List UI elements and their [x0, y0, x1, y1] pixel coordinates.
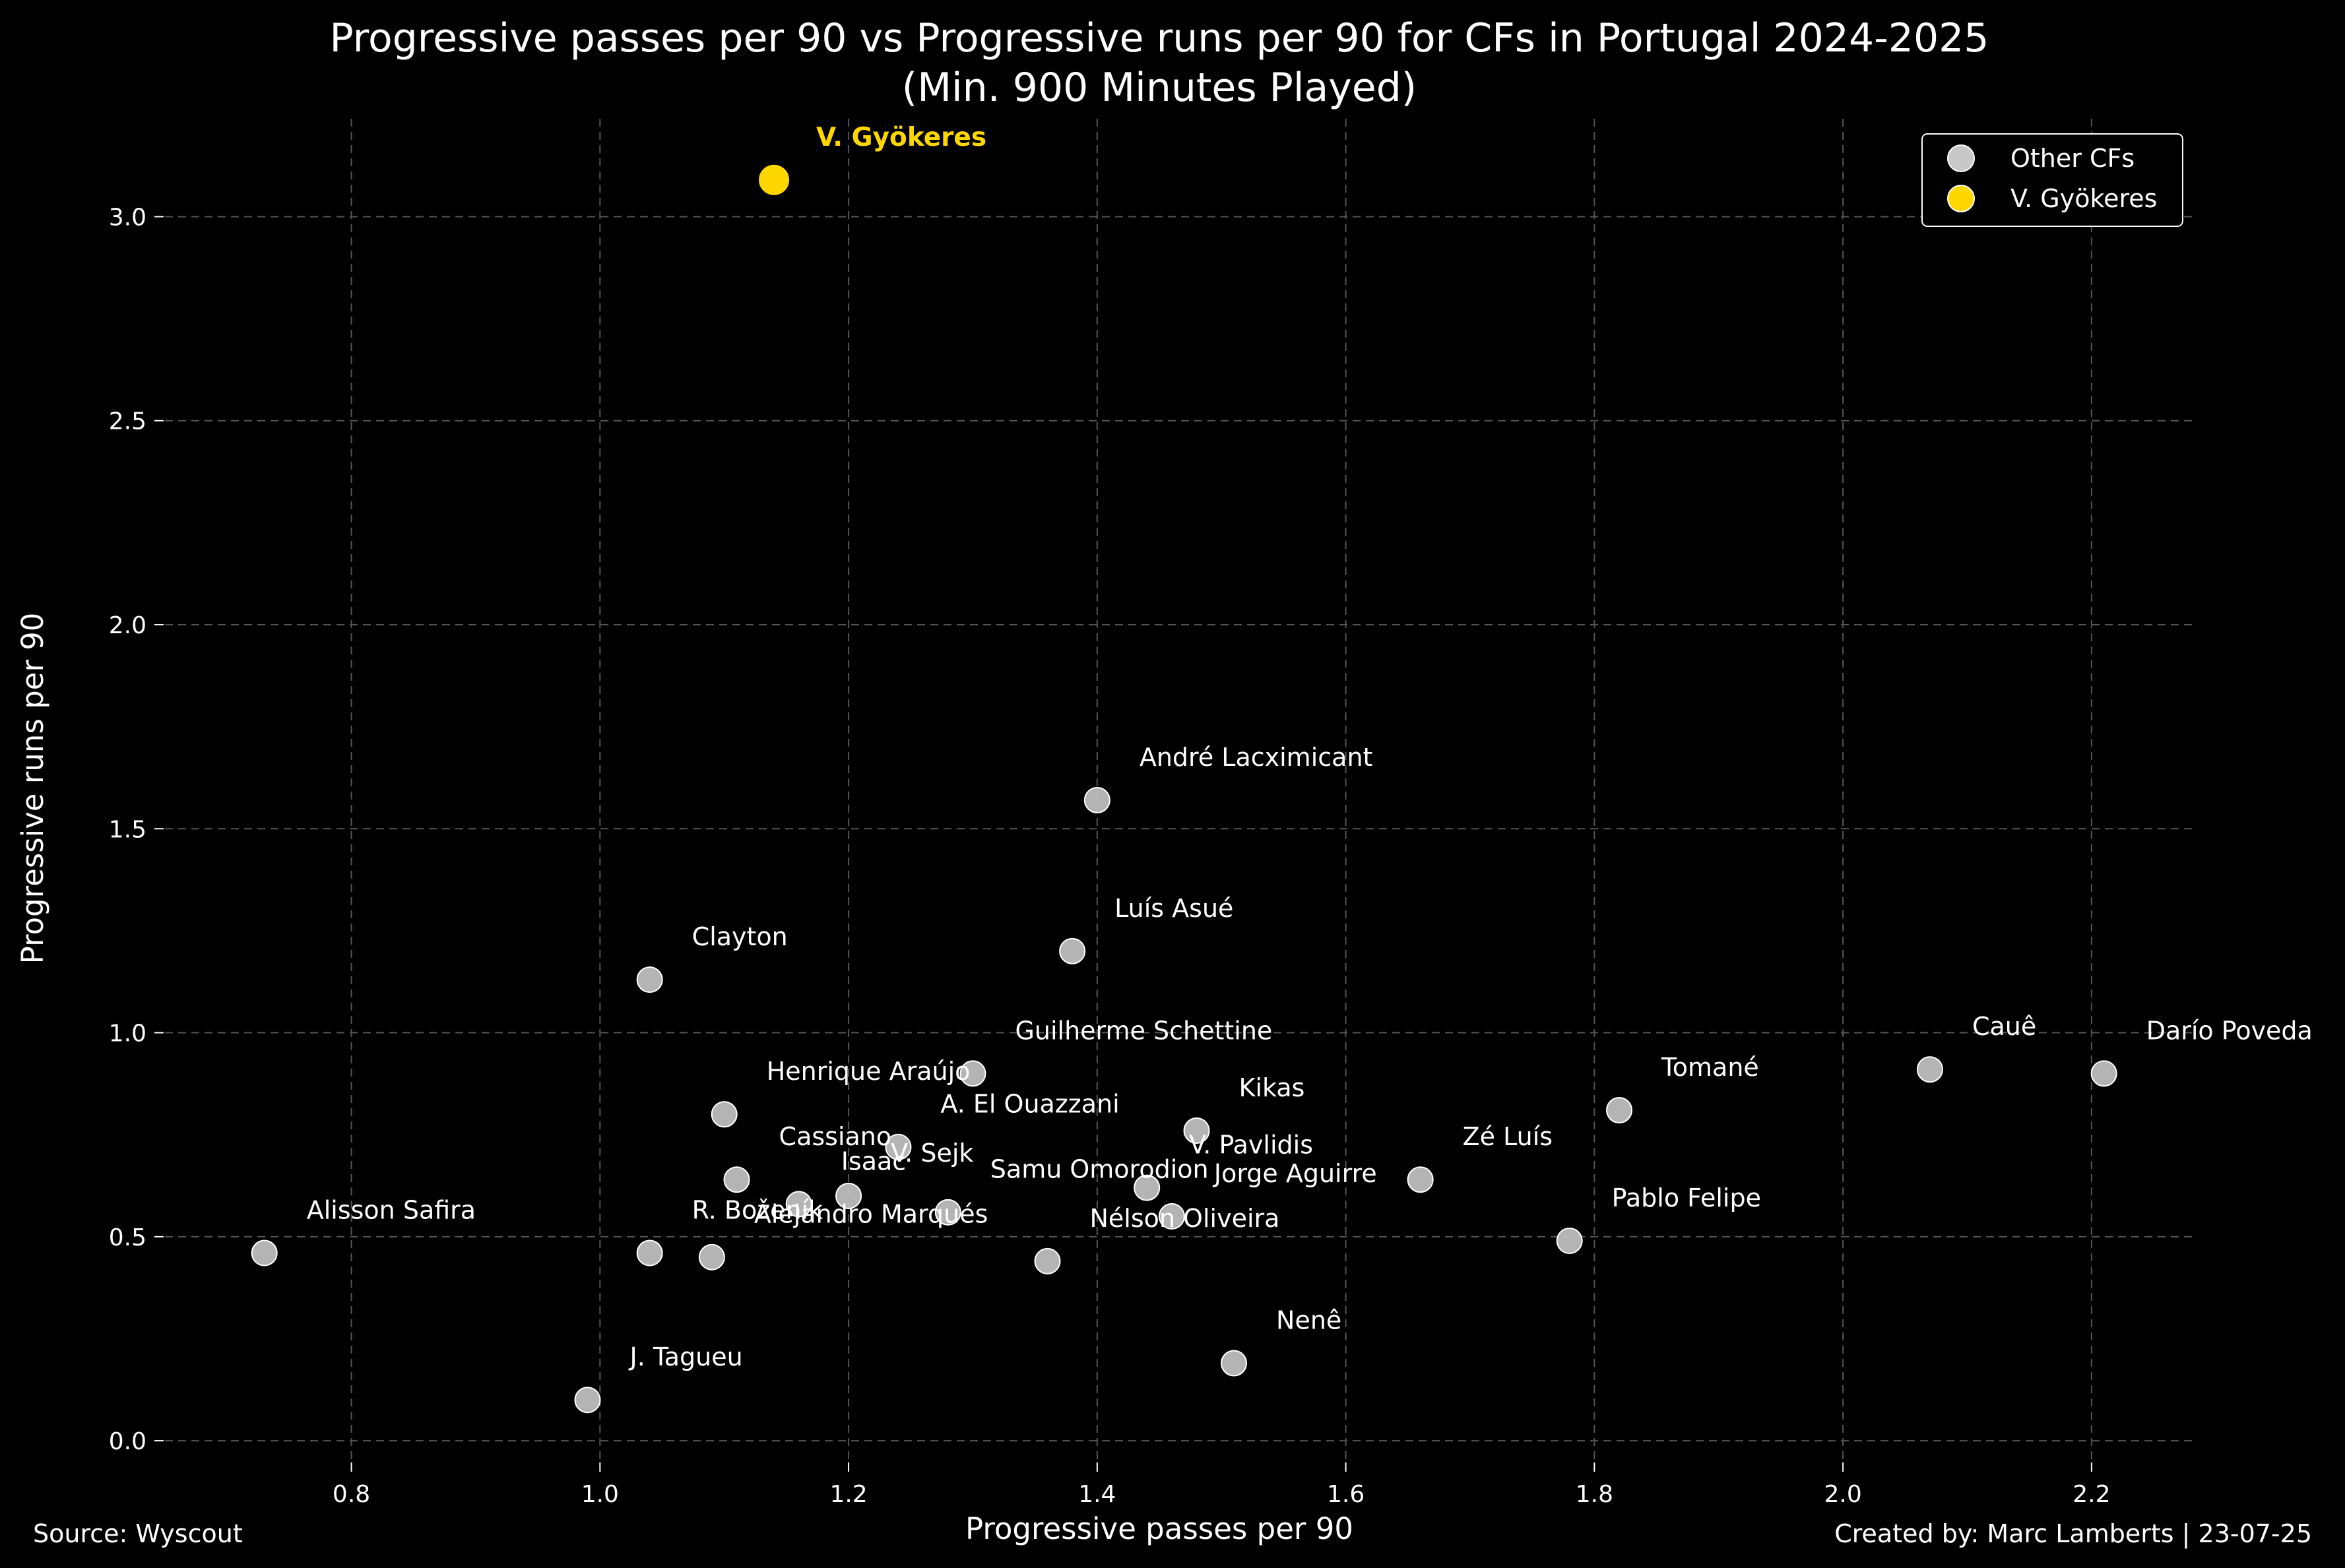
point-labels: André Lacximicant Luís Asué Clayton Guilher…: [307, 123, 2313, 1371]
highlight-point: [759, 164, 790, 195]
data-point-label: Nélson Oliveira: [1089, 1204, 1279, 1233]
data-point-label: Henrique Araújo: [767, 1057, 971, 1086]
data-points: [251, 164, 2117, 1414]
data-point: [1134, 1174, 1161, 1201]
x-tick-label: 1.8: [1576, 1481, 1613, 1508]
y-axis-label: Progressive runs per 90: [15, 613, 50, 964]
data-point: [711, 1101, 738, 1128]
x-tick-label: 2.2: [2072, 1481, 2110, 1508]
data-point-label: Darío Poveda: [2146, 1016, 2313, 1045]
data-point-label: Nenê: [1276, 1306, 1341, 1335]
credit-text: Created by: Marc Lamberts | 23-07-25: [1834, 1519, 2312, 1549]
y-axis-ticks: 0.0 0.5 1.0 1.5 2.0 2.5 3.0: [109, 204, 164, 1455]
data-point-label: Cassiano: [779, 1122, 892, 1151]
data-point: [1034, 1247, 1061, 1274]
data-point-label: Luís Asué: [1114, 894, 1233, 923]
data-point: [251, 1239, 278, 1267]
chart-subtitle: (Min. 900 Minutes Played): [902, 65, 1417, 111]
data-point-label: R. Boženík: [692, 1196, 823, 1225]
data-point: [723, 1166, 750, 1193]
legend-label-highlight: V. Gyökeres: [2010, 184, 2157, 213]
legend-label-other: Other CFs: [2010, 144, 2135, 173]
data-point: [1059, 937, 1086, 964]
y-tick-label: 0.0: [109, 1428, 146, 1455]
data-point-label: V. Pavlidis: [1189, 1131, 1313, 1160]
y-tick-label: 0.5: [109, 1224, 146, 1251]
legend: Other CFs V. Gyökeres: [1921, 133, 2183, 227]
data-point-label: Clayton: [692, 922, 788, 951]
data-point-label: A. El Ouazzani: [940, 1090, 1119, 1119]
x-axis-label: Progressive passes per 90: [965, 1511, 1353, 1546]
y-tick-label: 1.5: [109, 816, 146, 843]
legend-marker-other: [1947, 144, 1975, 172]
data-point: [835, 1182, 862, 1209]
data-point: [636, 966, 663, 993]
data-point-label: V. Sejk: [891, 1139, 973, 1168]
x-axis-ticks: 0.8 1.0 1.2 1.4 1.6 1.8 2.0 2.2: [333, 1462, 2111, 1508]
y-tick-label: 3.0: [109, 204, 146, 231]
data-point: [1183, 1117, 1210, 1144]
data-point-label: Tomané: [1661, 1053, 1759, 1082]
data-point-label: J. Tagueu: [628, 1342, 742, 1371]
data-point: [1221, 1350, 1248, 1377]
legend-marker-highlight: [1947, 185, 1975, 212]
data-point: [574, 1387, 601, 1414]
y-tick-label: 1.0: [109, 1020, 146, 1048]
data-point-label: Pablo Felipe: [1612, 1183, 1761, 1212]
data-point-label: Zé Luís: [1463, 1122, 1553, 1151]
legend-box: [1921, 133, 2183, 227]
data-point: [2090, 1060, 2117, 1087]
y-tick-label: 2.0: [109, 612, 146, 639]
data-point-label: André Lacximicant: [1140, 743, 1373, 772]
x-tick-label: 2.0: [1824, 1481, 1861, 1508]
data-point: [1083, 786, 1110, 813]
data-point-label: Isaac: [841, 1146, 906, 1176]
data-point: [1407, 1166, 1434, 1193]
x-tick-label: 0.8: [333, 1481, 370, 1508]
data-point-label: Cauê: [1972, 1012, 2036, 1041]
x-tick-label: 1.0: [581, 1481, 619, 1508]
data-point: [885, 1133, 912, 1160]
data-point-label: Kikas: [1239, 1073, 1305, 1102]
data-point-label: Guilherme Schettine: [1015, 1016, 1272, 1045]
data-point: [698, 1243, 725, 1270]
data-point: [785, 1191, 812, 1218]
data-point: [636, 1239, 663, 1267]
data-point: [934, 1199, 961, 1226]
data-point-label: Samu Omorodion: [990, 1155, 1209, 1184]
y-gridlines: [165, 216, 2197, 1442]
x-tick-label: 1.6: [1327, 1481, 1365, 1508]
data-point: [1916, 1056, 1943, 1083]
data-point-label: Alejandro Marqués: [754, 1200, 988, 1229]
highlight-point-label: V. Gyökeres: [816, 123, 986, 152]
x-tick-label: 1.4: [1078, 1481, 1116, 1508]
source-text: Source: Wyscout: [33, 1519, 243, 1548]
data-point: [1556, 1227, 1583, 1254]
data-point-label: Alisson Safira: [307, 1196, 476, 1225]
data-point-label: Jorge Aguirre: [1213, 1159, 1377, 1188]
data-point: [959, 1060, 986, 1087]
data-point: [1606, 1097, 1633, 1124]
data-point: [1158, 1203, 1185, 1230]
chart-title: Progressive passes per 90 vs Progressive…: [330, 15, 1989, 61]
y-tick-label: 2.5: [109, 408, 146, 435]
x-tick-label: 1.2: [829, 1481, 867, 1508]
